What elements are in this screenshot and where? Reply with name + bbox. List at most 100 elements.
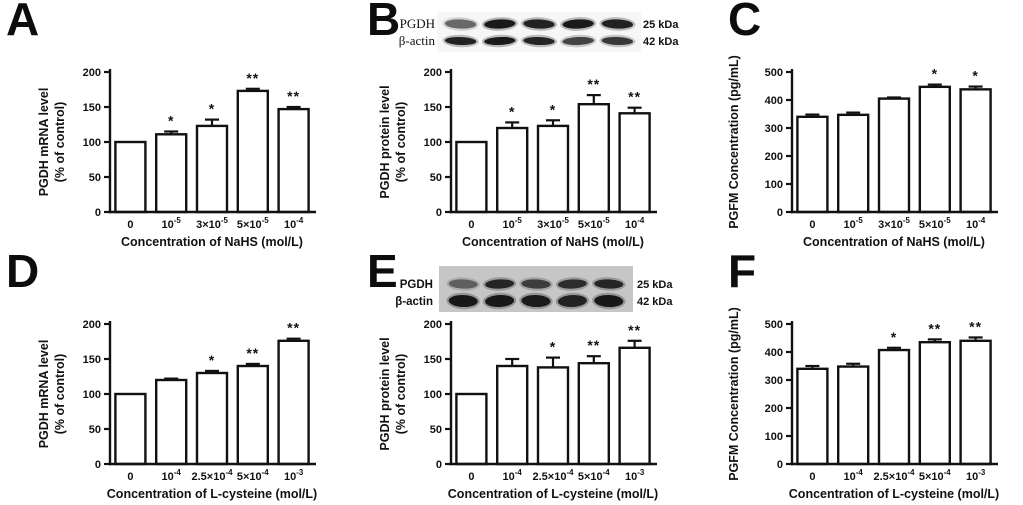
x-tick-label: 10-4 [503, 468, 523, 483]
blot-band [485, 294, 515, 308]
y-tick-label: 50 [89, 172, 101, 184]
blot-band [523, 19, 555, 29]
x-tick-label: 10-4 [625, 216, 645, 231]
x-tick-label: 0 [468, 471, 474, 483]
significance-marker: * [209, 352, 215, 368]
x-tick-label: 5×10-4 [919, 468, 951, 483]
bar [495, 364, 529, 466]
x-axis-title: Concentration of NaHS (mol/L) [462, 235, 644, 249]
significance-marker: ** [928, 320, 941, 336]
blot-band [521, 279, 551, 289]
y-axis-title: (% of control) [394, 102, 408, 183]
significance-marker: ** [587, 337, 600, 353]
blot-band [485, 279, 515, 289]
panel-d: D 0 10-4 * 2.5×10-4 ** 5×10-4 ** 10-3 0 50 100 150 2… [0, 252, 341, 505]
blot-band [557, 279, 587, 289]
x-tick-label: 10-3 [966, 468, 986, 483]
panel-letter-a: A [6, 0, 39, 45]
bar [577, 361, 611, 466]
y-tick-label: 200 [765, 151, 783, 163]
y-tick-label: 0 [95, 459, 101, 471]
significance-marker: ** [287, 88, 300, 104]
blot-row-label: β-actin [395, 296, 433, 308]
y-tick-label: 100 [83, 137, 101, 149]
panel-letter-e: E [367, 252, 398, 297]
bar [877, 348, 911, 466]
significance-marker: * [891, 329, 897, 345]
bar-chart-a: 0 * 10-5 * 3×10-5 ** 5×10-5 ** 10-4 0 50 100 150 200 C… [37, 67, 316, 249]
y-axis-title: PGFM Concentration (pg/mL) [727, 307, 741, 481]
bar [114, 140, 147, 214]
panel-letter-c: C [728, 0, 761, 45]
blot-band [594, 294, 624, 308]
x-axis-title: Concentration of L-cysteine (mol/L) [789, 487, 999, 501]
blot-kda-label: 42 kDa [637, 296, 673, 308]
y-tick-label: 0 [436, 207, 442, 219]
significance-marker: * [509, 103, 515, 119]
y-tick-label: 0 [436, 459, 442, 471]
x-tick-label: 10-3 [284, 468, 304, 483]
panel-a: A 0 * 10-5 * 3×10-5 ** 5×10-5 ** 10-4 0 50 100 150 20… [0, 0, 341, 252]
blot-band [448, 294, 478, 308]
x-tick-label: 2.5×10-4 [874, 468, 916, 483]
bar [114, 392, 147, 466]
y-tick-label: 100 [424, 389, 442, 401]
significance-marker: * [168, 113, 174, 129]
x-tick-label: 0 [468, 219, 474, 231]
blot-band [562, 19, 594, 29]
significance-marker: * [209, 101, 215, 117]
bar [959, 339, 992, 466]
x-tick-label: 5×10-5 [578, 216, 610, 231]
panel-f: F 0 10-4 * 2.5×10-4 ** 5×10-4 ** 10-3 0 100 200 300… [682, 252, 1023, 505]
bar [536, 366, 570, 466]
blot-band [484, 36, 516, 46]
y-tick-label: 300 [765, 375, 783, 387]
blot-band [444, 19, 477, 29]
blot-band [601, 19, 634, 29]
y-tick-label: 200 [83, 319, 101, 331]
bar [154, 133, 188, 214]
blot-band [601, 36, 634, 46]
blot-kda-label: 42 kDa [643, 36, 679, 48]
bar [877, 97, 911, 214]
blot-band [523, 36, 555, 46]
y-tick-label: 150 [424, 102, 442, 114]
x-tick-label: 5×10-5 [919, 216, 951, 231]
y-tick-label: 150 [83, 102, 101, 114]
y-tick-label: 200 [83, 67, 101, 79]
y-tick-label: 50 [430, 424, 442, 436]
y-axis-title: PGFM Concentration (pg/mL) [727, 55, 741, 229]
y-tick-label: 0 [777, 207, 783, 219]
blot-band [557, 294, 587, 308]
y-tick-label: 100 [765, 179, 783, 191]
bar [536, 124, 570, 214]
significance-marker: * [932, 66, 938, 82]
y-tick-label: 200 [424, 319, 442, 331]
y-tick-label: 400 [765, 95, 783, 107]
y-tick-label: 50 [430, 172, 442, 184]
panel-letter-d: D [6, 252, 39, 297]
x-tick-label: 2.5×10-4 [192, 468, 234, 483]
panel-letter-b: B [367, 0, 400, 45]
y-axis-title: (% of control) [53, 354, 67, 435]
x-tick-label: 10-5 [503, 216, 523, 231]
bar [918, 85, 952, 214]
x-tick-label: 3×10-5 [196, 216, 228, 231]
blot-band [444, 36, 477, 46]
blot-kda-label: 25 kDa [637, 279, 673, 291]
x-tick-label: 10-5 [844, 216, 864, 231]
blot-film [437, 12, 641, 52]
significance-marker: ** [628, 322, 641, 338]
panel-e: E PGDH 25 kDa β-actin 42 kDa 0 10-4 * 2.5×10-4 *… [341, 252, 682, 505]
significance-marker: * [972, 68, 978, 84]
significance-marker: ** [246, 70, 259, 86]
bar [618, 112, 651, 214]
x-tick-label: 3×10-5 [537, 216, 569, 231]
bar-chart-b: PGDH 25 kDa β-actin 42 kDa 0 * 10-5 * 3×10-5 ** 5×… [378, 12, 679, 249]
x-tick-label: 5×10-5 [237, 216, 269, 231]
bar [236, 364, 270, 466]
bar [836, 113, 870, 214]
x-tick-label: 3×10-5 [878, 216, 910, 231]
blot-band [594, 279, 624, 289]
